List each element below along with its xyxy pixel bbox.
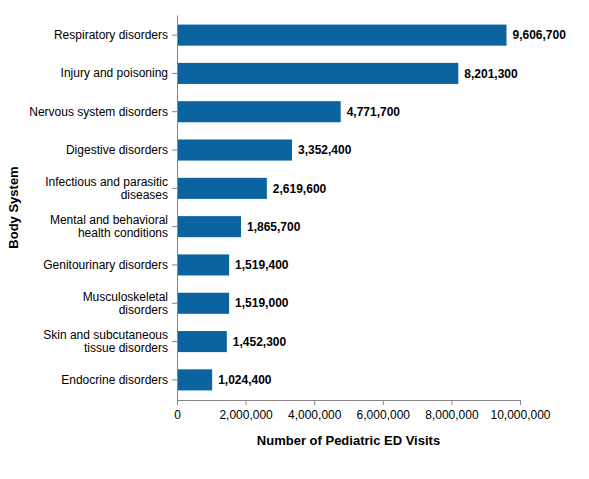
bars [177, 25, 507, 391]
y-tick-mark [172, 111, 177, 112]
data-label: 2,619,600 [273, 182, 327, 196]
y-tick-label: Respiratory disorders [54, 28, 168, 42]
y-tick-label: Mental and behavioralhealth conditions [50, 213, 168, 240]
y-tick-label: Musculoskeletaldisorders [83, 290, 168, 317]
bar [177, 331, 227, 352]
y-tick: Nervous system disorders [29, 105, 177, 119]
data-label: 9,606,700 [513, 28, 567, 42]
data-label: 1,519,000 [235, 296, 289, 310]
y-tick-mark [172, 35, 177, 36]
data-label: 1,452,300 [233, 335, 287, 349]
y-tick: Digestive disorders [66, 143, 177, 157]
y-axis: Respiratory disorders Injury and poisonin… [29, 16, 177, 401]
x-tick: 10,000,000 [490, 400, 550, 422]
data-label: 1,024,400 [218, 373, 272, 387]
y-tick-mark [172, 73, 177, 74]
x-tick-mark [246, 400, 247, 405]
bar [177, 25, 507, 46]
y-tick: Mental and behavioralhealth conditions [50, 213, 177, 240]
data-labels: 9,606,700 8,201,300 4,771,700 3,352,400 2,61… [218, 28, 566, 387]
y-tick-label: Digestive disorders [66, 143, 168, 157]
x-tick: 0 [174, 400, 181, 422]
y-tick-mark [172, 226, 177, 227]
x-tick-label: 4,000,000 [288, 408, 342, 422]
bar [177, 178, 267, 199]
y-tick: Endocrine disorders [61, 373, 177, 387]
x-tick-label: 8,000,000 [425, 408, 479, 422]
x-axis-title: Number of Pediatric ED Visits [257, 433, 440, 448]
chart: 0 2,000,000 4,000,000 6,000,000 8,000,000 10,… [0, 0, 589, 479]
y-tick-label: Skin and subcutaneoustissue disorders [43, 328, 168, 355]
y-tick-label: Infectious and parasiticdiseases [45, 175, 168, 202]
y-tick-mark [172, 379, 177, 380]
y-tick-label: Endocrine disorders [61, 373, 168, 387]
bar [177, 101, 341, 122]
x-axis-line [178, 400, 521, 401]
x-tick-label: 2,000,000 [219, 408, 273, 422]
y-tick-label: Injury and poisoning [61, 66, 168, 80]
y-tick-label: Genitourinary disorders [43, 258, 168, 272]
x-tick-label: 0 [174, 408, 181, 422]
y-tick-mark [172, 188, 177, 189]
bar [177, 216, 241, 237]
data-label: 1,519,400 [235, 258, 289, 272]
x-tick-mark [177, 400, 178, 405]
bar [177, 369, 212, 390]
x-axis: 0 2,000,000 4,000,000 6,000,000 8,000,000 10,… [174, 400, 551, 422]
y-tick-mark [172, 303, 177, 304]
y-tick-mark [172, 264, 177, 265]
bar [177, 140, 292, 161]
bar [177, 63, 458, 84]
y-tick-mark [172, 341, 177, 342]
x-tick-mark [383, 400, 384, 405]
x-tick-mark [520, 400, 521, 405]
data-label: 4,771,700 [347, 105, 401, 119]
y-tick: Respiratory disorders [54, 28, 177, 42]
y-axis-title: Body System [6, 166, 21, 248]
data-label: 8,201,300 [464, 67, 518, 81]
x-tick: 8,000,000 [425, 400, 479, 422]
y-tick-label: Nervous system disorders [29, 105, 168, 119]
x-tick: 6,000,000 [357, 400, 411, 422]
y-tick: Injury and poisoning [61, 66, 177, 80]
x-tick: 4,000,000 [288, 400, 342, 422]
x-tick: 2,000,000 [219, 400, 273, 422]
y-tick-mark [172, 150, 177, 151]
x-tick-mark [314, 400, 315, 405]
bar [177, 254, 229, 275]
x-tick-mark [451, 400, 452, 405]
x-tick-label: 6,000,000 [357, 408, 411, 422]
y-tick: Musculoskeletaldisorders [83, 290, 177, 317]
data-label: 1,865,700 [247, 220, 301, 234]
y-tick: Genitourinary disorders [43, 258, 177, 272]
y-tick: Skin and subcutaneoustissue disorders [43, 328, 177, 355]
y-axis-line [177, 16, 178, 401]
x-tick-label: 10,000,000 [490, 408, 550, 422]
data-label: 3,352,400 [298, 143, 352, 157]
bar [177, 293, 229, 314]
y-tick: Infectious and parasiticdiseases [45, 175, 177, 202]
